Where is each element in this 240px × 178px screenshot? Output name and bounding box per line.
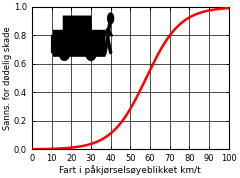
Ellipse shape xyxy=(60,48,69,60)
X-axis label: Fart i påkjørselsøyeblikket km/t: Fart i påkjørselsøyeblikket km/t xyxy=(60,165,201,174)
Y-axis label: Sanns. for dødelig skade: Sanns. for dødelig skade xyxy=(3,26,12,130)
Ellipse shape xyxy=(86,48,96,60)
FancyBboxPatch shape xyxy=(52,35,58,53)
FancyBboxPatch shape xyxy=(63,16,91,35)
Ellipse shape xyxy=(108,13,114,24)
FancyBboxPatch shape xyxy=(54,30,105,56)
